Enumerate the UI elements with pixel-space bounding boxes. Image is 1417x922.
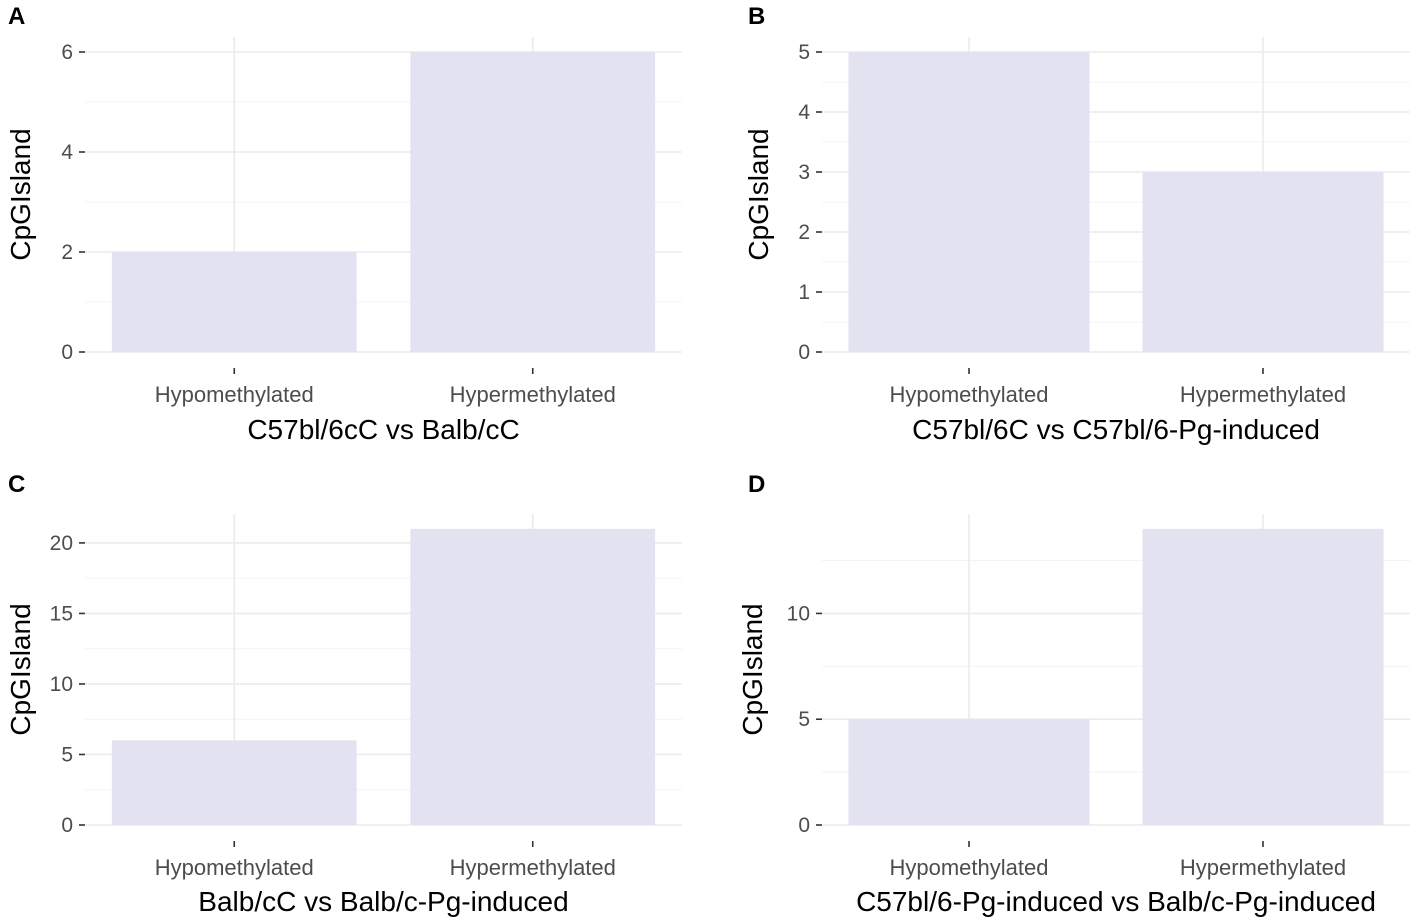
y-axis-title: CpGIsland	[5, 603, 36, 735]
y-tick-label: 0	[61, 341, 73, 364]
x-tick-label: Hypomethylated	[155, 382, 314, 407]
x-tick-label: Hypomethylated	[890, 855, 1049, 880]
bar-hypermethylated	[1142, 528, 1384, 825]
x-tick-label: Hypermethylated	[1180, 855, 1346, 880]
panel-letter: C	[8, 471, 25, 498]
x-axis-title: C57bl/6C vs C57bl/6-Pg-induced	[912, 414, 1320, 445]
x-axis-title: C57bl/6cC vs Balb/cC	[247, 414, 519, 445]
x-tick-label: Hypomethylated	[155, 855, 314, 880]
y-axis-title: CpGIsland	[5, 128, 36, 260]
y-tick-label: 20	[50, 532, 73, 555]
y-tick-label: 15	[50, 602, 73, 625]
panel-letter: B	[748, 3, 765, 30]
y-tick-label: 2	[798, 221, 810, 244]
x-tick-label: Hypermethylated	[450, 382, 616, 407]
y-tick-label: 4	[61, 141, 73, 164]
y-tick-label: 1	[798, 281, 810, 304]
y-axis-title: CpGIsland	[743, 128, 774, 260]
bar-hypomethylated	[111, 740, 357, 825]
bar-hypomethylated	[111, 252, 357, 352]
x-tick-label: Hypermethylated	[1180, 382, 1346, 407]
x-axis-title: Balb/cC vs Balb/c-Pg-induced	[198, 886, 568, 917]
y-tick-label: 0	[798, 341, 810, 364]
panel-a: A 0 2 4 6 Hypomethylated Hypermethylated C57bl/…	[5, 3, 682, 445]
bar-hypomethylated	[848, 52, 1090, 352]
y-tick-label: 6	[61, 41, 73, 64]
y-tick-label: 2	[61, 241, 73, 264]
bar-hypermethylated	[1142, 172, 1384, 352]
y-tick-label: 0	[61, 814, 73, 837]
y-axis-title: CpGIsland	[737, 603, 768, 735]
bar-hypomethylated	[848, 719, 1090, 825]
panel-b: B 0 1 2 3 4 5 Hypomethylated Hypermethylated C57b…	[743, 3, 1410, 445]
panel-letter: D	[748, 471, 765, 498]
x-tick-label: Hypermethylated	[450, 855, 616, 880]
x-axis-title: C57bl/6-Pg-induced vs Balb/c-Pg-induced	[856, 886, 1376, 917]
panel-c: C 0 5 10 15 20 Hypomethylated Hypermethylated Ba…	[5, 471, 682, 917]
y-tick-label: 3	[798, 161, 810, 184]
y-tick-label: 0	[798, 814, 810, 837]
y-tick-label: 5	[61, 743, 73, 766]
bar-hypermethylated	[410, 528, 656, 825]
panel-letter: A	[8, 3, 25, 30]
bar-hypermethylated	[410, 52, 656, 352]
panel-d: D 0 5 10 Hypomethylated Hypermethylated C57bl/…	[737, 471, 1410, 917]
x-tick-label: Hypomethylated	[890, 382, 1049, 407]
y-tick-label: 5	[798, 41, 810, 64]
y-tick-label: 10	[50, 673, 73, 696]
y-tick-label: 4	[798, 101, 810, 124]
y-tick-label: 5	[798, 708, 810, 731]
y-tick-label: 10	[787, 602, 810, 625]
